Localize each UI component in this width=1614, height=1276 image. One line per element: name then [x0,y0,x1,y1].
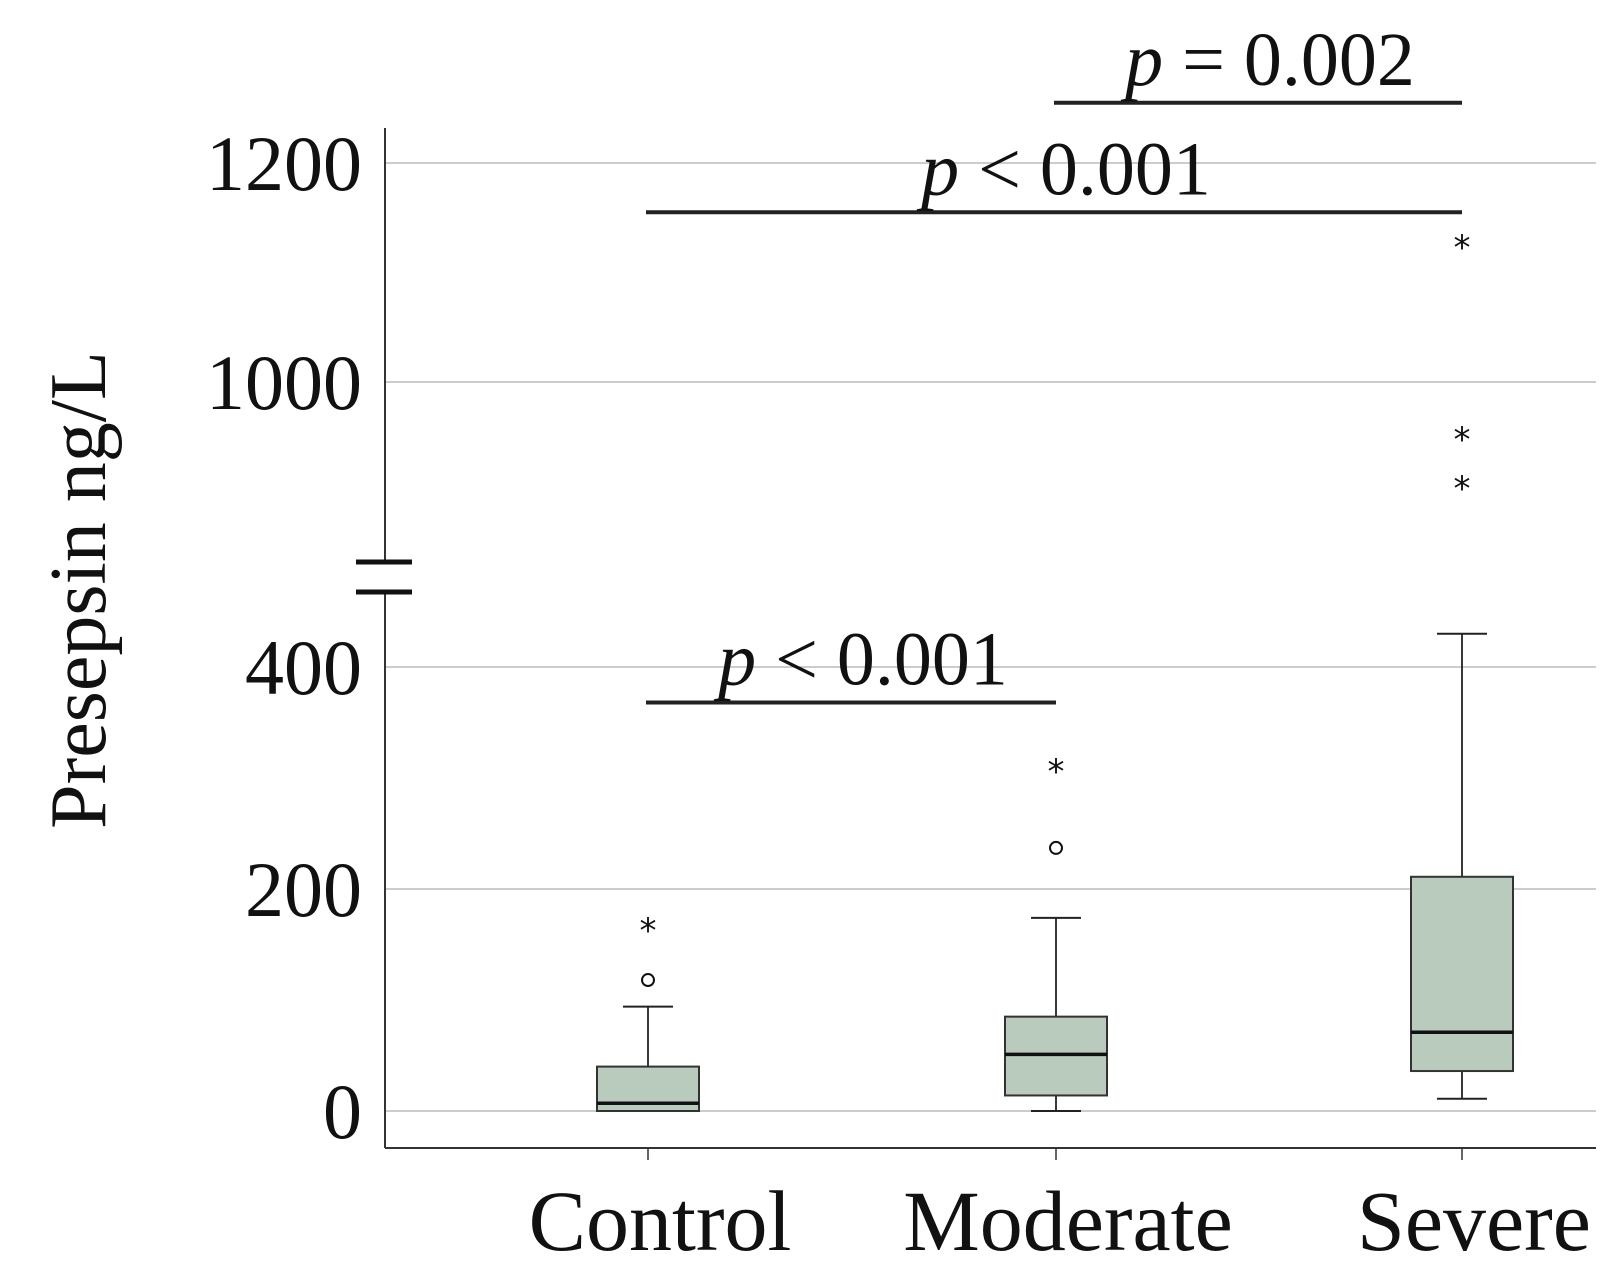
iqr-box [1410,875,1514,1073]
y-tick-label: 1200 [206,120,362,207]
extreme-point: * [640,911,657,951]
y-tick-label: 200 [245,846,362,933]
y-tick-label: 1000 [206,339,362,426]
y-tick-labels: 0 200 400 1000 1200 [206,120,362,1155]
p-value-label: p = 0.002 [1120,18,1415,102]
box-control: * [596,911,700,1112]
extreme-point: * [1048,752,1065,792]
y-tick-label: 400 [245,624,362,711]
extreme-point: * [1454,469,1471,509]
extreme-point: * [1454,228,1471,268]
p-value-label: p < 0.001 [916,127,1211,211]
y-tick-label: 0 [323,1068,362,1155]
extreme-point: * [1454,420,1471,460]
gridlines [385,162,1596,1112]
y-axis-label: Presepsin ng/L [35,351,123,829]
box-severe: * * * [1410,228,1514,1100]
category-labels: Control Moderate Severe [529,1148,1591,1269]
outlier-point [641,973,655,988]
comparison-control-moderate: p < 0.001 [646,618,1056,705]
comparison-control-severe: p < 0.001 [646,127,1462,215]
category-label: Moderate [903,1173,1233,1269]
outlier-point [1049,840,1063,855]
comparison-moderate-severe: p = 0.002 [1054,18,1462,105]
axes [356,128,1596,1149]
box-moderate: * [1004,752,1108,1112]
boxes: * * * * * [596,228,1514,1112]
p-value-label: p < 0.001 [713,618,1008,702]
significance-brackets: p < 0.001 p < 0.001 p = 0.002 [646,18,1462,705]
category-label: Severe [1357,1173,1591,1269]
category-label: Control [529,1173,792,1269]
